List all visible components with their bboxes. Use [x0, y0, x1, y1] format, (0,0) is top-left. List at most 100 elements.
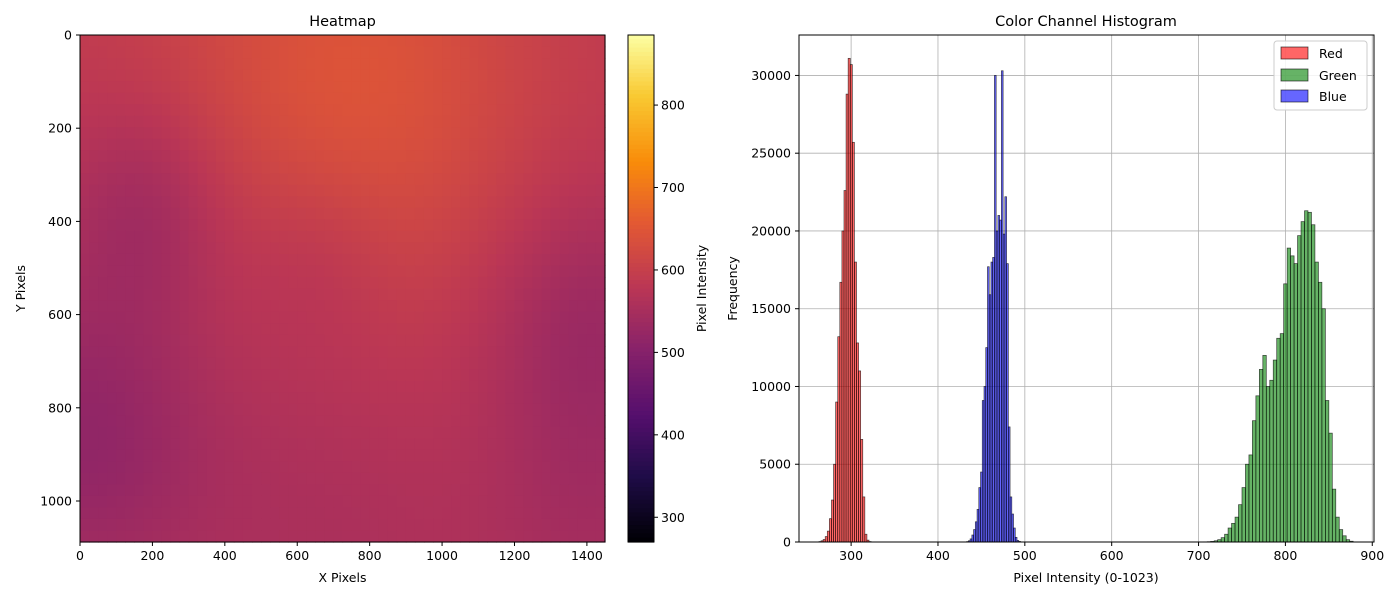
heatmap-cell: [152, 127, 163, 140]
heatmap-cell: [261, 92, 271, 105]
heatmap-cell: [170, 219, 181, 232]
heatmap-cell: [161, 138, 172, 151]
heatmap-cell: [423, 253, 434, 267]
heatmap-cell: [80, 104, 90, 117]
heatmap-cell: [559, 81, 570, 94]
heatmap-cell: [170, 357, 181, 370]
heatmap-cell: [405, 449, 416, 462]
heatmap-cell: [433, 484, 443, 497]
heatmap-cell: [514, 484, 525, 497]
heatmap-cell: [143, 58, 154, 71]
heatmap-cell: [170, 472, 181, 485]
heatmap-cell: [360, 138, 371, 151]
heatmap-cell: [378, 242, 389, 255]
heatmap-cell: [315, 150, 325, 163]
heatmap-cell: [577, 461, 588, 474]
heatmap-cell: [224, 288, 235, 301]
heatmap-cell: [197, 196, 208, 209]
heatmap-cell: [496, 357, 507, 370]
heatmap-cell: [342, 69, 353, 82]
histogram-bar-green: [1262, 355, 1267, 543]
heatmap-cell: [442, 380, 452, 393]
heatmap-cell: [161, 69, 172, 82]
heatmap-cell: [333, 138, 344, 151]
heatmap-cell: [134, 380, 144, 393]
heatmap-cell: [315, 276, 325, 290]
histogram-y-tick-label: 10000: [751, 379, 791, 394]
heatmap-cell: [451, 426, 461, 439]
heatmap-cell: [496, 81, 507, 94]
heatmap-cell: [89, 438, 99, 451]
heatmap-cell: [568, 253, 579, 267]
heatmap-cell: [215, 357, 226, 370]
heatmap-cell: [469, 495, 479, 509]
heatmap-cell: [451, 346, 461, 359]
heatmap-cell: [577, 276, 588, 290]
heatmap-cell: [89, 127, 99, 140]
heatmap-cell: [125, 438, 135, 451]
heatmap-cell: [152, 46, 163, 59]
heatmap-cell: [170, 323, 181, 336]
heatmap-cell: [342, 127, 353, 140]
heatmap-cell: [478, 334, 488, 347]
heatmap-cell: [224, 35, 235, 48]
heatmap-cell: [143, 92, 154, 105]
colorbar-step: [628, 275, 654, 281]
heatmap-cell: [577, 346, 588, 359]
heatmap-cell: [496, 288, 507, 301]
heatmap-cell: [514, 346, 525, 359]
heatmap-cell: [577, 518, 588, 532]
heatmap-cell: [487, 415, 497, 428]
heatmap-cell: [541, 276, 552, 290]
heatmap-cell: [215, 138, 226, 151]
heatmap-cell: [261, 357, 271, 370]
heatmap-cell: [270, 230, 280, 244]
heatmap-cell: [568, 242, 579, 255]
heatmap-frame: [79, 34, 606, 543]
heatmap-cell: [595, 35, 606, 48]
heatmap-cell: [496, 323, 507, 336]
heatmap-cell: [333, 392, 344, 405]
heatmap-cell: [206, 207, 217, 220]
heatmap-cell: [396, 138, 407, 151]
heatmap-cell: [532, 265, 543, 278]
heatmap-cell: [306, 426, 316, 439]
heatmap-cell: [360, 507, 371, 520]
heatmap-cell: [270, 46, 280, 59]
colorbar-step: [628, 225, 654, 230]
heatmap-cell: [80, 265, 90, 278]
heatmap-cell: [161, 276, 172, 290]
heatmap-cell: [469, 184, 479, 197]
heatmap-cell: [125, 219, 135, 232]
heatmap-cell: [532, 150, 543, 163]
heatmap-cell: [433, 219, 443, 232]
heatmap-cell: [170, 230, 181, 244]
histogram-x-ticks: 300 400 500 600 700 800 900: [839, 542, 1384, 563]
heatmap-cell: [469, 530, 479, 543]
heatmap-cell: [378, 323, 389, 336]
heatmap-cell: [351, 173, 362, 186]
heatmap-cell: [297, 265, 307, 278]
heatmap-cell: [414, 46, 425, 59]
heatmap-cell: [414, 334, 425, 347]
heatmap-cell: [224, 173, 235, 186]
heatmap-cell: [541, 69, 552, 82]
colorbar-step: [628, 195, 654, 201]
heatmap-cell: [405, 346, 416, 359]
heatmap-cell: [233, 242, 244, 255]
heatmap-x-tick-label: 0: [76, 548, 84, 563]
heatmap-cell: [423, 46, 434, 59]
heatmap-cell: [288, 357, 298, 370]
heatmap-cell: [107, 184, 117, 197]
heatmap-cell: [279, 311, 289, 324]
heatmap-cell: [224, 334, 235, 347]
heatmap-cell: [306, 507, 316, 520]
heatmap-cell: [279, 253, 289, 267]
heatmap-cell: [369, 449, 380, 462]
heatmap-cell: [261, 184, 271, 197]
heatmap-cell: [378, 35, 389, 48]
heatmap-cell: [170, 495, 181, 509]
heatmap-cell: [577, 253, 588, 267]
heatmap-cell: [251, 311, 262, 324]
heatmap-cell: [369, 484, 380, 497]
